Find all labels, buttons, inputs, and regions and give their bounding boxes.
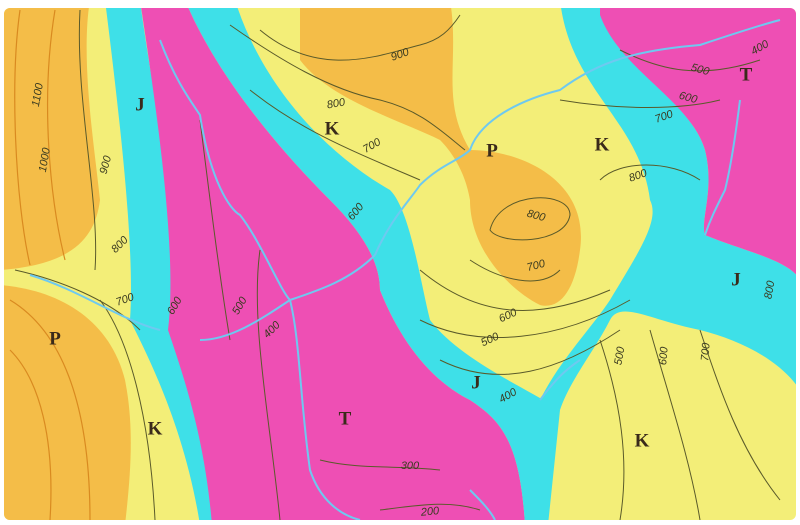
contour-label: 800	[762, 279, 777, 300]
unit-label: J	[135, 94, 145, 115]
unit-label: T	[740, 64, 753, 85]
contour-label: 700	[699, 341, 713, 361]
contour-label: 500	[612, 345, 627, 366]
contour-label: 800	[526, 208, 548, 225]
unit-label: J	[731, 269, 741, 290]
unit-label: K	[325, 118, 340, 139]
unit-area	[4, 8, 100, 270]
contour-label: 600	[657, 345, 671, 365]
unit-area	[185, 8, 560, 520]
unit-label: J	[471, 372, 481, 393]
unit-area	[540, 8, 796, 410]
unit-label: P	[49, 328, 61, 349]
unit-area	[600, 8, 796, 280]
contour-label: 1000	[37, 146, 53, 173]
unit-area	[300, 8, 581, 306]
contour-label: 700	[526, 258, 548, 275]
unit-area	[140, 8, 525, 520]
contour-label: 600	[678, 90, 700, 107]
unit-area	[4, 285, 131, 520]
contour-label: 1100	[30, 81, 46, 107]
unit-label: P	[486, 140, 498, 161]
contour-label: 300	[401, 460, 420, 472]
unit-label: K	[148, 418, 163, 439]
unit-label: T	[339, 408, 352, 429]
contour-label: 800	[326, 96, 347, 111]
rivers	[29, 19, 781, 520]
contour-label: 500	[690, 62, 712, 79]
contour-label: 200	[419, 505, 440, 519]
unit-label: K	[595, 134, 610, 155]
contour-label: 900	[98, 154, 115, 176]
contours	[9, 9, 781, 520]
unit-label: K	[635, 430, 650, 451]
